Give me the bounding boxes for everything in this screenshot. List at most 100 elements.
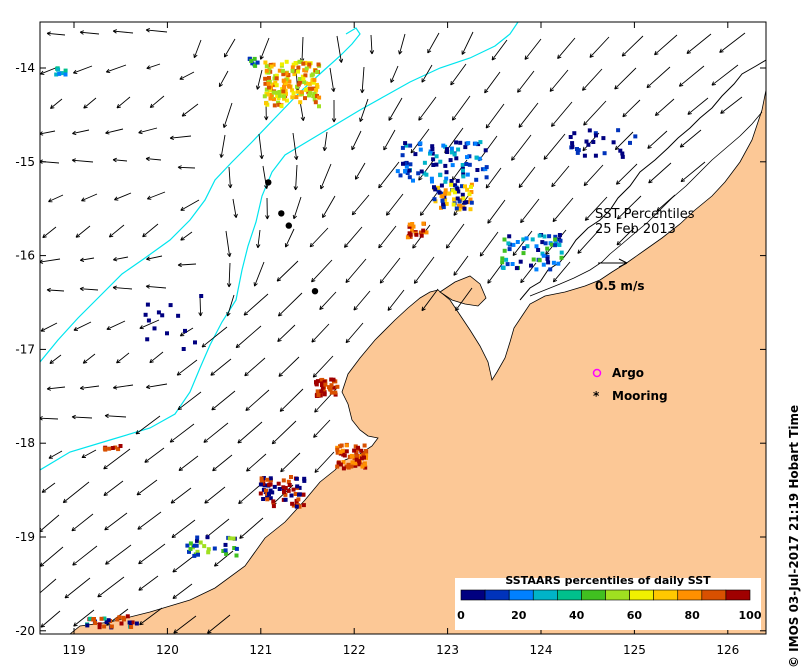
sst-pixel	[117, 615, 122, 620]
sst-pixel	[303, 73, 308, 78]
current-arrow	[135, 415, 161, 435]
current-arrow	[222, 102, 233, 129]
sst-pixel	[129, 625, 134, 629]
sst-pixel	[422, 160, 427, 165]
sst-pixel	[304, 66, 309, 71]
sst-pixel	[431, 163, 436, 167]
sst-pixel	[450, 150, 454, 155]
current-arrow	[450, 63, 467, 86]
map-area	[40, 22, 766, 634]
sst-pixel	[276, 96, 281, 101]
sst-pixel	[322, 390, 327, 395]
sst-pixel	[404, 164, 409, 169]
sst-pixel	[433, 187, 438, 192]
current-arrow	[271, 420, 297, 445]
sst-pixel	[514, 266, 519, 271]
sst-pixel	[281, 72, 286, 77]
current-arrow	[524, 38, 542, 60]
sst-pixel	[296, 65, 301, 70]
sst-pixel	[192, 543, 196, 548]
sst-pixel	[315, 389, 320, 394]
sst-pixel	[273, 80, 278, 85]
title-line-2: 25 Feb 2013	[595, 222, 676, 237]
sst-pixel	[336, 461, 341, 466]
sst-pixel	[443, 188, 448, 193]
sst-pixel	[317, 95, 322, 100]
current-arrow	[226, 294, 235, 317]
sst-pixel	[428, 149, 433, 154]
sst-pixel	[541, 253, 546, 258]
current-arrow	[388, 97, 403, 121]
sst-pixel	[594, 133, 598, 138]
sst-pixel	[329, 377, 334, 382]
current-arrow	[145, 156, 162, 162]
sst-pixel	[557, 243, 562, 247]
sst-pixel	[311, 80, 316, 85]
sst-pixel	[315, 84, 320, 89]
sst-pixel	[301, 492, 306, 497]
sst-pixel	[312, 97, 317, 102]
current-arrow	[343, 226, 363, 248]
sst-pixel	[428, 151, 432, 156]
current-arrow	[584, 196, 608, 221]
sst-pixel	[104, 620, 109, 625]
sst-pixel	[253, 63, 258, 68]
current-arrow	[451, 95, 471, 121]
sst-pixel	[274, 76, 279, 81]
current-arrow	[219, 134, 226, 158]
colorbar-tick-label: 0	[457, 609, 465, 622]
current-arrow	[421, 288, 439, 312]
current-arrow	[678, 65, 705, 87]
sst-pixel	[463, 145, 468, 150]
sst-pixel	[458, 140, 463, 145]
current-arrow	[311, 323, 330, 343]
sst-pixel	[206, 550, 211, 555]
sst-pixel	[261, 497, 266, 501]
current-arrow	[583, 100, 607, 126]
current-arrow	[543, 133, 566, 160]
sst-pixel	[408, 143, 413, 148]
colorbar-tick-label: 40	[569, 609, 585, 622]
y-tick-label: -16	[15, 249, 35, 263]
sst-pixel	[267, 492, 271, 497]
current-arrow	[615, 163, 638, 185]
sst-pixel	[289, 493, 294, 498]
sst-pixel	[553, 243, 558, 248]
sst-pixel	[304, 87, 308, 92]
sst-pixel	[355, 454, 359, 459]
argo-legend-label: Argo	[612, 366, 644, 380]
sst-pixel	[400, 153, 405, 158]
sst-pixel	[464, 200, 469, 205]
current-arrow	[256, 229, 261, 249]
current-arrow	[293, 164, 298, 191]
sst-pixel	[282, 94, 286, 99]
sst-pixel	[454, 206, 459, 211]
current-arrow	[455, 287, 473, 312]
current-arrow	[79, 30, 100, 35]
current-arrow	[518, 166, 536, 188]
sst-pixel	[572, 131, 577, 136]
current-arrow	[484, 71, 501, 94]
x-axis: 119 120 121 122 123 124 125 126	[63, 22, 739, 657]
sst-pixel	[618, 148, 623, 153]
current-arrow	[105, 128, 124, 135]
sst-pixel	[335, 450, 340, 455]
sst-pixel	[187, 549, 191, 554]
sst-pixel	[477, 156, 482, 161]
x-tick-label: 123	[436, 643, 459, 657]
sst-pixel	[593, 153, 598, 158]
sst-pixel	[284, 98, 289, 103]
sst-pixel	[269, 93, 274, 97]
current-arrow	[485, 103, 505, 129]
sst-pixel	[454, 140, 459, 145]
current-arrow	[284, 228, 295, 248]
sst-pixel	[224, 551, 229, 556]
sst-pixel	[181, 347, 186, 351]
colorbar-segment	[653, 589, 679, 601]
sst-pixel	[628, 140, 632, 145]
current-arrow	[40, 130, 56, 136]
sst-pixel	[421, 221, 426, 226]
current-arrow	[369, 34, 375, 55]
current-arrow	[277, 292, 303, 317]
sst-pixel	[183, 328, 187, 333]
